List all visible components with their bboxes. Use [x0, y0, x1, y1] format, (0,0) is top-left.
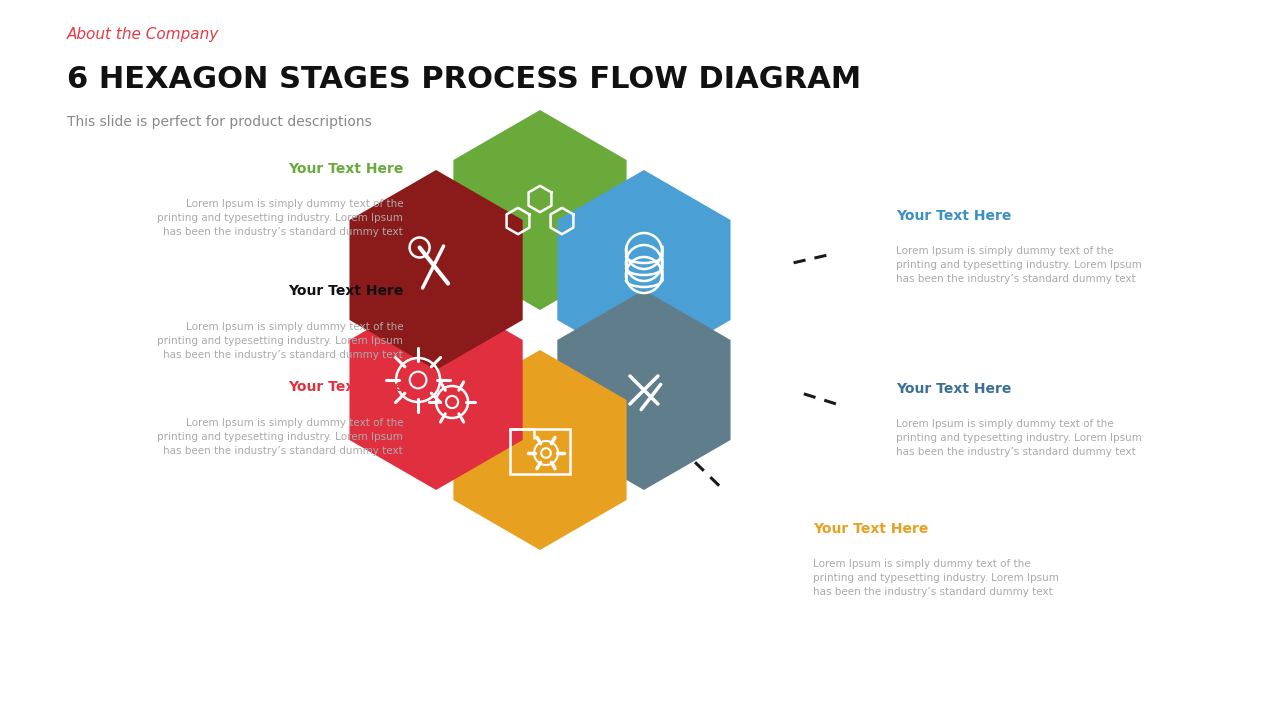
Polygon shape	[453, 110, 627, 310]
Text: This slide is perfect for product descriptions: This slide is perfect for product descri…	[67, 115, 371, 129]
Polygon shape	[349, 290, 522, 490]
PathPatch shape	[402, 290, 471, 370]
Text: Your Text Here: Your Text Here	[896, 209, 1011, 222]
Polygon shape	[557, 290, 731, 490]
Text: Lorem Ipsum is simply dummy text of the
printing and typesetting industry. Lorem: Lorem Ipsum is simply dummy text of the …	[157, 199, 403, 238]
Text: Lorem Ipsum is simply dummy text of the
printing and typesetting industry. Lorem: Lorem Ipsum is simply dummy text of the …	[896, 246, 1142, 284]
Text: Lorem Ipsum is simply dummy text of the
printing and typesetting industry. Lorem: Lorem Ipsum is simply dummy text of the …	[896, 419, 1142, 457]
PathPatch shape	[453, 200, 522, 280]
Text: About the Company: About the Company	[67, 27, 219, 42]
Text: Your Text Here: Your Text Here	[896, 382, 1011, 395]
Polygon shape	[453, 350, 627, 550]
Polygon shape	[557, 170, 731, 370]
PathPatch shape	[557, 200, 627, 280]
Polygon shape	[349, 170, 522, 370]
PathPatch shape	[453, 380, 522, 460]
Text: Lorem Ipsum is simply dummy text of the
printing and typesetting industry. Lorem: Lorem Ipsum is simply dummy text of the …	[813, 559, 1059, 598]
Text: Lorem Ipsum is simply dummy text of the
printing and typesetting industry. Lorem: Lorem Ipsum is simply dummy text of the …	[157, 322, 403, 360]
PathPatch shape	[557, 380, 627, 460]
Text: Your Text Here: Your Text Here	[288, 380, 403, 394]
Text: 6 HEXAGON STAGES PROCESS FLOW DIAGRAM: 6 HEXAGON STAGES PROCESS FLOW DIAGRAM	[67, 65, 861, 94]
Text: Your Text Here: Your Text Here	[813, 522, 928, 536]
Text: Your Text Here: Your Text Here	[288, 284, 403, 298]
PathPatch shape	[609, 290, 678, 370]
Text: Lorem Ipsum is simply dummy text of the
printing and typesetting industry. Lorem: Lorem Ipsum is simply dummy text of the …	[157, 418, 403, 456]
Text: Your Text Here: Your Text Here	[288, 162, 403, 176]
